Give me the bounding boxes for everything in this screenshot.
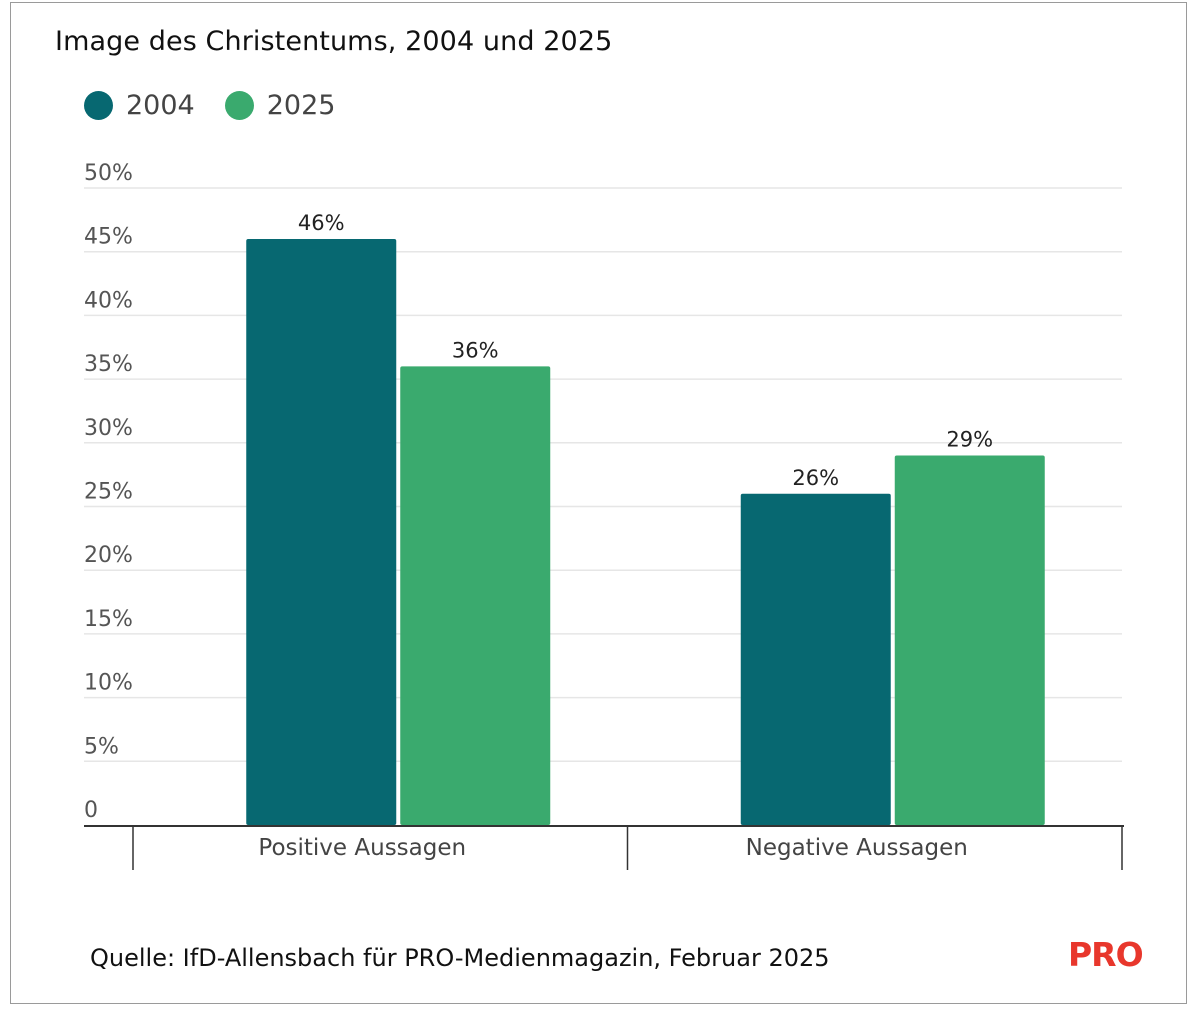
legend-item-2025: 2025 <box>224 90 336 121</box>
y-tick-label: 40% <box>84 288 133 313</box>
chart-legend: 2004 2025 <box>84 90 365 121</box>
x-category-label: Positive Aussagen <box>258 835 466 861</box>
x-category-label: Negative Aussagen <box>746 835 968 861</box>
chart-title: Image des Christentums, 2004 und 2025 <box>55 26 613 57</box>
legend-item-2004: 2004 <box>84 90 195 121</box>
data-label: 36% <box>452 338 499 362</box>
y-tick-label: 50% <box>84 161 133 186</box>
y-tick-label: 20% <box>84 543 133 568</box>
pro-logo: PRO <box>1068 935 1144 974</box>
data-label: 29% <box>946 428 993 452</box>
data-label: 26% <box>792 466 839 490</box>
y-tick-label: 25% <box>84 480 133 505</box>
source-note: Quelle: IfD-Allensbach für PRO-Medienmag… <box>90 944 830 972</box>
y-tick-label: 0 <box>84 798 98 823</box>
y-tick-label: 35% <box>84 352 133 377</box>
y-tick-label: 15% <box>84 607 133 632</box>
legend-swatch-2004 <box>84 91 113 120</box>
y-tick-label: 30% <box>84 416 133 441</box>
bar-2025-1 <box>894 455 1045 825</box>
bar-2004-0 <box>246 238 397 825</box>
y-tick-label: 10% <box>84 671 133 696</box>
data-label: 46% <box>298 211 345 235</box>
y-tick-label: 5% <box>84 734 119 759</box>
legend-swatch-2025 <box>224 91 254 120</box>
legend-label-2025: 2025 <box>266 90 336 121</box>
bar-2004-1 <box>740 493 891 825</box>
bar-2025-0 <box>400 366 551 825</box>
legend-label-2004: 2004 <box>126 90 195 121</box>
y-tick-label: 45% <box>84 225 133 250</box>
